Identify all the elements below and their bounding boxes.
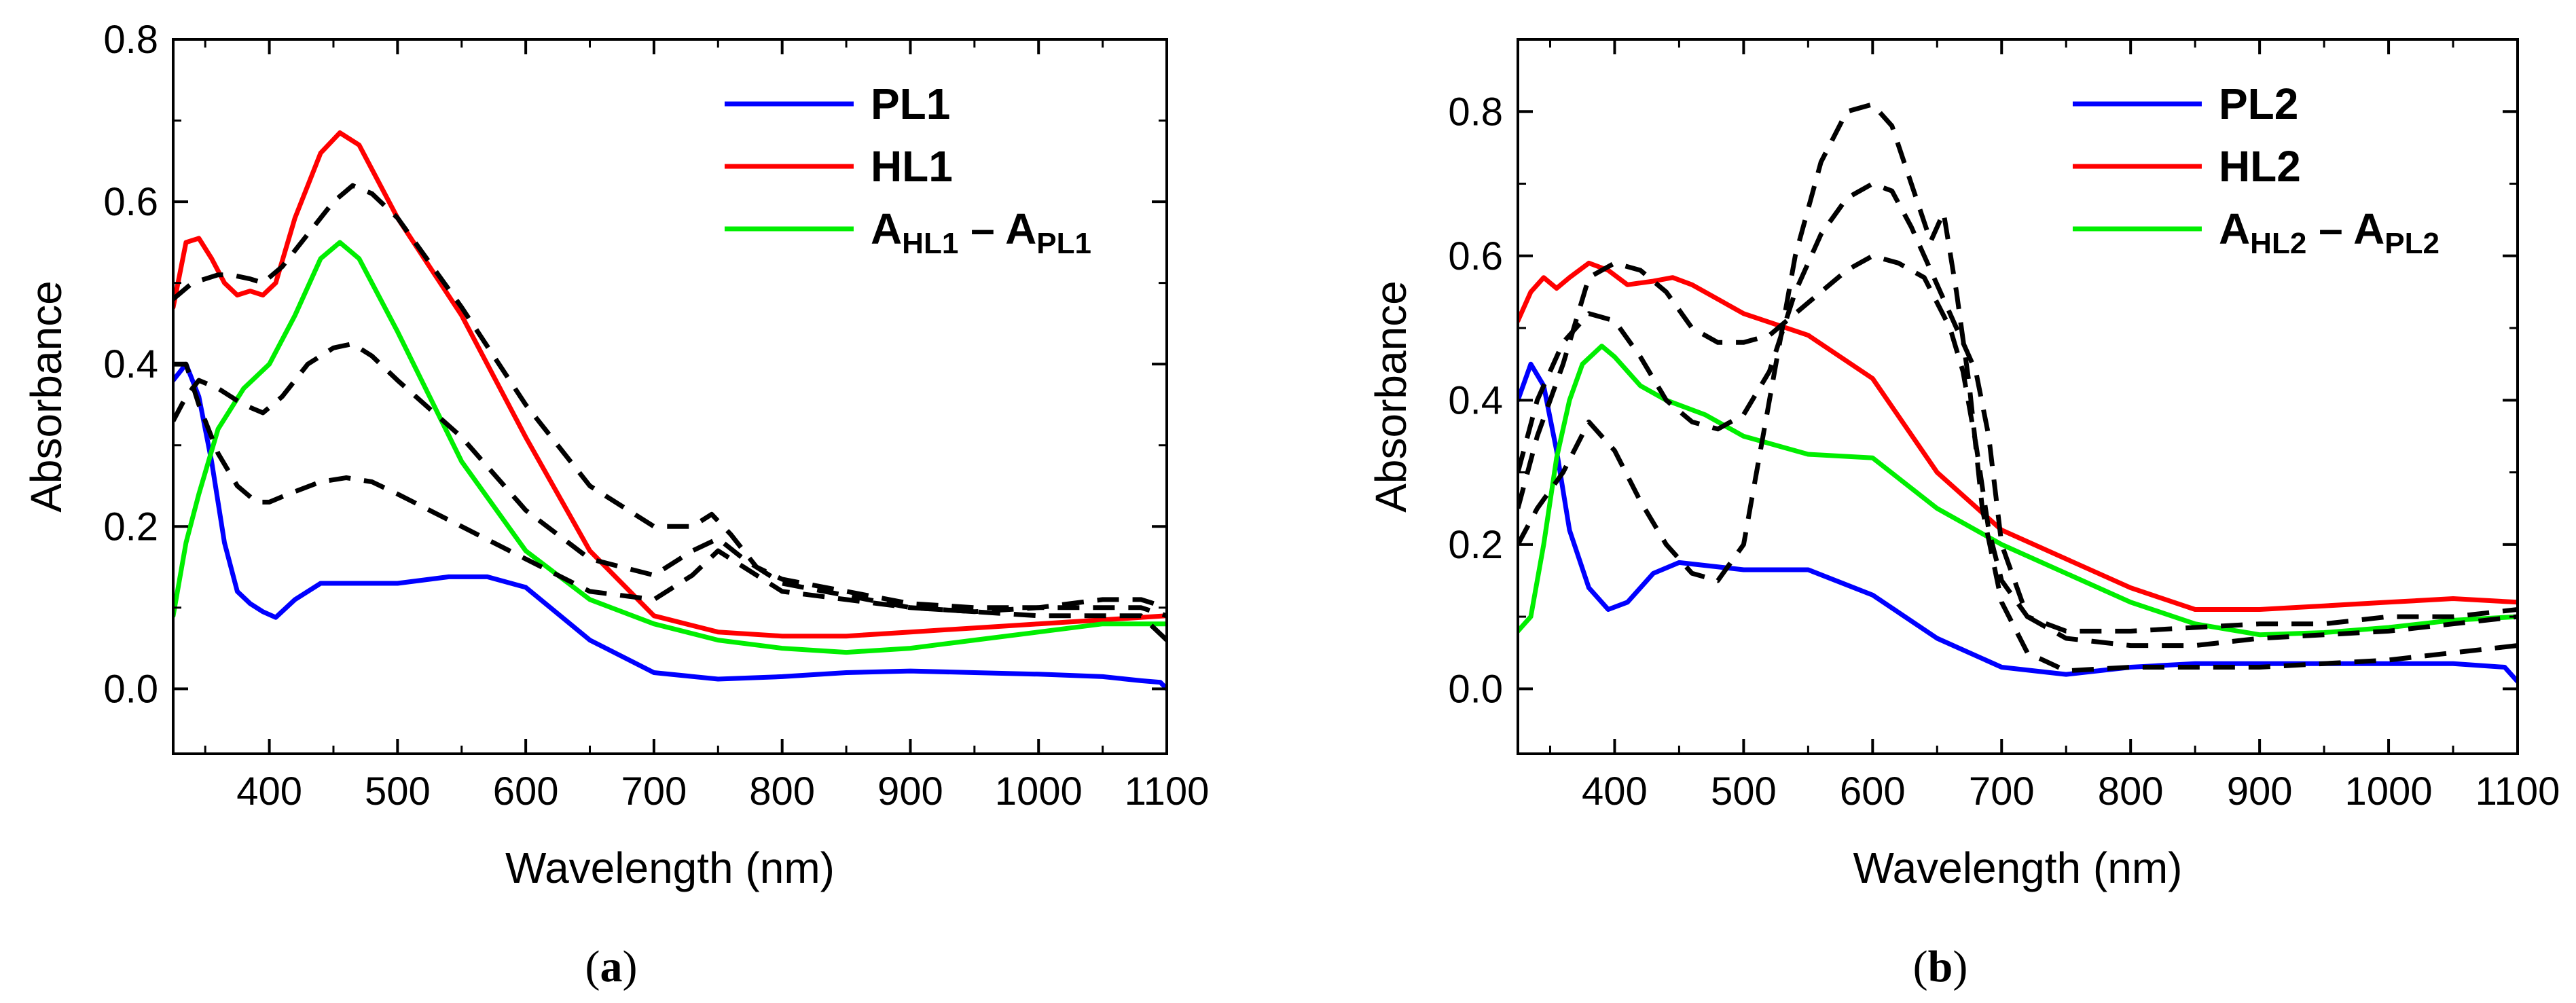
y-tick-label: 0.8 [103,18,158,62]
series-line-dashed-5 [1518,253,2518,634]
series-line-dashed-4 [1518,181,2518,649]
x-tick-label: 500 [365,769,431,814]
series-line-hl1-1 [173,130,1167,639]
y-tick-label: 0.2 [1448,523,1503,567]
x-tick-label: 700 [621,769,687,814]
legend-label: AHL1 – APL1 [871,204,1091,260]
series-line-dashed-3 [173,183,1167,619]
series-line-dashed-5 [173,361,1167,642]
x-tick-label: 1100 [2475,769,2560,814]
panel-caption: (b) [1913,942,1968,991]
legend-label: HL1 [871,142,953,191]
x-tick-label: 1100 [1125,769,1210,814]
legend-label: PL2 [2219,79,2298,128]
panel-caption: (a) [585,942,638,991]
x-tick-label: 900 [2227,769,2293,814]
series-line-hl2-1 [1518,260,2518,612]
x-tick-label: 900 [877,769,943,814]
series-line-a-2 [1518,344,2518,638]
x-tick-label: 400 [1582,769,1648,814]
series-group [173,130,1167,691]
y-tick-label: 0.4 [1448,378,1503,422]
series-line-dashed-4 [173,341,1167,615]
legend-label: PL1 [871,79,950,128]
series-line-dashed-3 [1518,102,2518,674]
y-tick-label: 0.6 [1448,234,1503,278]
x-tick-label: 800 [2098,769,2164,814]
y-tick-label: 0.0 [103,667,158,711]
y-axis-title: Absorbance [1366,280,1415,513]
plot-frame [172,38,1168,755]
y-tick-label: 0.2 [103,505,158,549]
series-line-pl1-0 [173,361,1167,691]
x-tick-label: 800 [749,769,815,814]
chart-panel-b: 400 500 600 700 800 900 1000 1100 0.0 0.2 0.4 0.6 0.… [1366,38,2560,991]
x-axis-title: Wavelength (nm) [1853,843,2183,892]
x-tick-label: 400 [236,769,302,814]
x-tick-label: 700 [1969,769,2035,814]
x-tick-label: 500 [1711,769,1777,814]
chart-panel-a: 400 500 600 700 800 900 1000 1100 0.0 0.2 0.4 0.6 0.… [22,18,1209,991]
legend-label: HL2 [2219,142,2301,191]
y-axis-title: Absorbance [22,280,71,513]
series-group [1518,102,2518,685]
y-tick-label: 0.0 [1448,667,1503,711]
y-tick-label: 0.8 [1448,90,1503,134]
y-tick-label: 0.6 [103,180,158,224]
legend-label: AHL2 – APL2 [2219,204,2439,260]
plot-frame [1517,38,2519,755]
x-tick-label: 1000 [2345,769,2433,814]
y-tick-label: 0.4 [103,342,158,386]
x-tick-label: 600 [493,769,559,814]
x-tick-label: 600 [1840,769,1906,814]
x-axis-title: Wavelength (nm) [505,843,835,892]
x-tick-label: 1000 [995,769,1083,814]
